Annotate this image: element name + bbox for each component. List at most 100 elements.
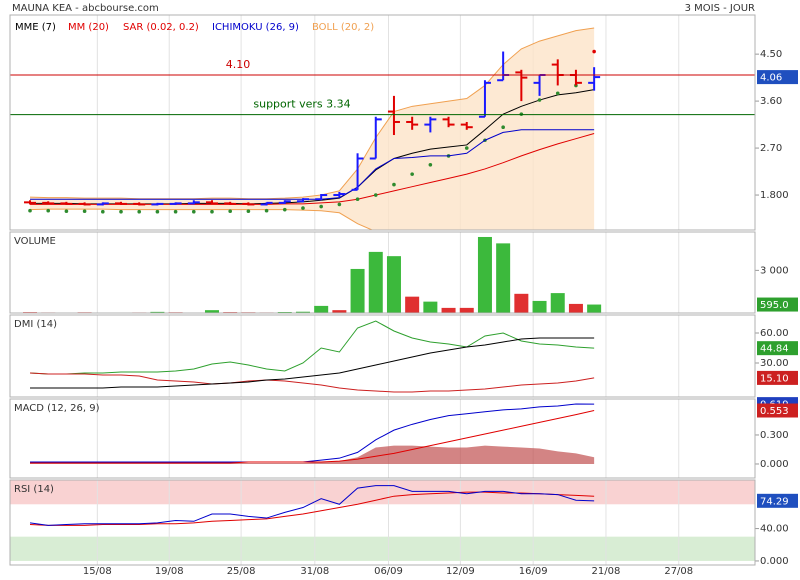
y-tick-label: 1.800 (760, 190, 789, 201)
volume-bar (386, 256, 401, 313)
zone-band (10, 536, 755, 561)
legend-entry: ICHIMOKU (26, 9) (212, 22, 299, 33)
zone-band (10, 480, 755, 505)
series-line (29, 491, 595, 526)
legend-entry: SAR (0.02, 0.2) (123, 22, 199, 33)
sar-dot (392, 182, 396, 187)
sar-dot (501, 125, 505, 129)
last-value-label: 595.0 (760, 300, 789, 311)
last-value-label: 44.84 (760, 344, 789, 355)
sar-dot (46, 208, 51, 213)
volume-bar (314, 305, 329, 313)
histogram-area (30, 445, 595, 464)
legend-entry: BOLL (20, 2) (312, 22, 374, 33)
volume-bar (441, 307, 456, 313)
last-value-badge (757, 370, 798, 385)
sar-dot (228, 209, 232, 214)
x-tick-label: 15/08 (83, 566, 112, 577)
series-line (30, 410, 595, 464)
x-tick-label: 19/08 (155, 566, 184, 577)
x-tick-label: 16/09 (519, 566, 548, 577)
sar-dot (282, 207, 287, 212)
volume-bar (587, 304, 602, 313)
level-label: 4.10 (226, 58, 251, 71)
header-period: 3 MOIS - JOUR (685, 3, 755, 14)
volume-bar (150, 311, 165, 313)
sar-dot (246, 209, 251, 214)
sar-dot (555, 91, 560, 96)
y-tick-label: 4.50 (760, 49, 782, 60)
sar-dot (592, 49, 596, 54)
y-tick-label: 30.00 (760, 358, 789, 369)
last-value-label: 4.06 (760, 73, 782, 84)
volume-bar (405, 296, 420, 313)
sar-dot (119, 209, 123, 214)
y-tick-label: 0.000 (760, 556, 789, 567)
legend-entry: MM (20) (68, 22, 109, 33)
panel (23, 232, 680, 313)
volume-bar (350, 268, 365, 313)
x-tick-label: 12/09 (446, 566, 475, 577)
sar-dot (191, 209, 196, 214)
series-line (29, 320, 595, 375)
sar-dot (428, 162, 433, 167)
bollinger-upper (30, 27, 595, 200)
volume-bar (496, 243, 511, 313)
sar-dot (101, 209, 105, 214)
x-tick-label: 21/08 (592, 566, 621, 577)
sar-dot (519, 112, 524, 116)
last-value-badge (757, 297, 798, 312)
y-tick-label: 60.00 (760, 328, 789, 339)
bollinger-area (30, 28, 595, 230)
volume-bar (514, 293, 529, 313)
bollinger-lower (30, 208, 374, 230)
volume-bar (477, 236, 492, 313)
sar-dot (264, 208, 269, 213)
sar-dot (173, 209, 178, 214)
level-label: support vers 3.34 (253, 98, 350, 111)
panel-title: MACD (12, 26, 9) (14, 403, 100, 414)
volume-bar (332, 310, 347, 313)
sar-dot (210, 209, 214, 214)
sar-dot (373, 193, 378, 197)
volume-bar (550, 293, 565, 313)
panel-title: RSI (14) (14, 484, 54, 495)
last-value-badge (757, 70, 798, 85)
legend-entry: MME (7) (15, 22, 56, 33)
sar-dot (319, 204, 323, 209)
sar-dot (64, 209, 69, 214)
series-line (30, 129, 595, 200)
last-value-badge (757, 403, 798, 418)
panel-title: VOLUME (14, 236, 56, 247)
x-tick-label: 06/09 (374, 566, 403, 577)
series-line (29, 485, 595, 526)
last-value-badge (757, 341, 798, 356)
series-line (29, 372, 595, 393)
series-line (30, 337, 595, 389)
volume-bar (532, 300, 547, 313)
volume-bar (459, 307, 474, 313)
sar-dot (464, 146, 469, 150)
series-line (30, 403, 595, 463)
volume-bar (204, 310, 219, 313)
panel-frame (9, 14, 756, 231)
y-tick-label: 0.300 (760, 430, 789, 441)
sar-dot (537, 98, 542, 102)
y-tick-label: 3.60 (760, 96, 782, 107)
sar-dot (82, 209, 87, 214)
sar-dot (301, 206, 305, 210)
last-value-label: 15.10 (760, 373, 789, 384)
panel-frame (9, 231, 756, 314)
sar-dot (410, 172, 414, 176)
last-value-label: 74.29 (760, 496, 789, 507)
y-tick-label: 0.000 (760, 459, 789, 470)
last-value-badge (757, 493, 798, 508)
sar-dot (355, 197, 360, 202)
sar-dot (137, 209, 142, 214)
sar-dot (155, 209, 160, 214)
panel-frame (9, 314, 756, 398)
panel-title: DMI (14) (14, 319, 57, 330)
volume-bar (423, 301, 438, 313)
panel-frame (9, 398, 756, 479)
